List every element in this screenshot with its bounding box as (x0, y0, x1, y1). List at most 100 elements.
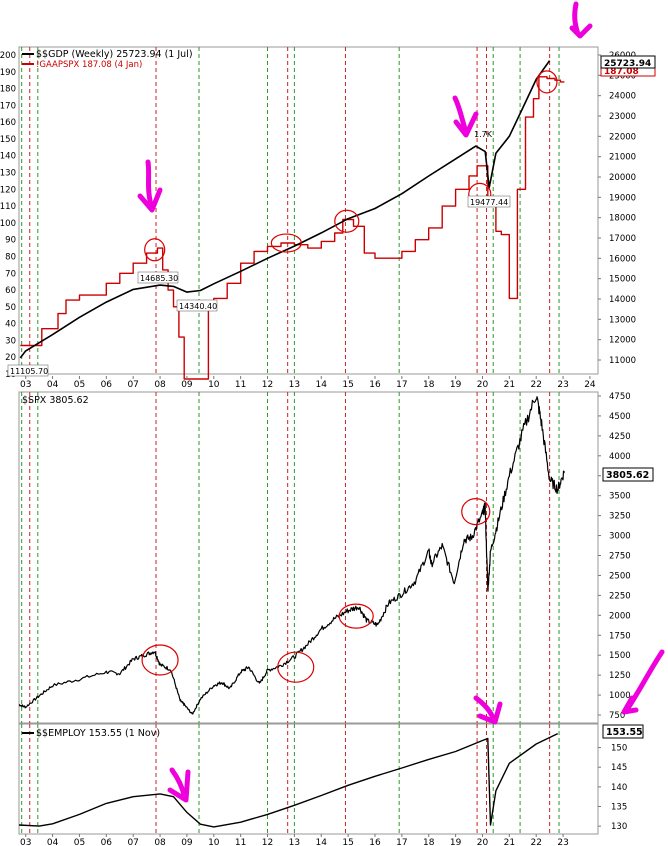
gdp-x-tick-label: 22 (530, 380, 541, 390)
highlight-circle (270, 233, 302, 253)
gdp-x-tick-label: 05 (74, 380, 85, 390)
employ-x-tick-label: 08 (154, 838, 166, 846)
employ-x-tick-label: 13 (289, 838, 300, 846)
last-value-gdp: 25723.94 (604, 59, 651, 69)
gdp-x-tick-label: 08 (154, 380, 166, 390)
last-value-eps: 187.08 (604, 67, 639, 77)
employ-x-tick-label: 03 (20, 838, 31, 846)
employ-x-tick-label: 06 (101, 838, 113, 846)
gdp-left-tick-label: 30 (5, 336, 16, 346)
hand-drawn-arrows (137, 1, 665, 803)
employ-x-tick-label: 16 (369, 838, 381, 846)
gdp-left-tick-label: 150 (0, 135, 16, 145)
magenta-arrow (452, 95, 479, 138)
employ-right-tick-label: 140 (611, 783, 627, 793)
employ-x-tick-label: 18 (423, 838, 435, 846)
gdp-x-tick-label: 10 (208, 380, 220, 390)
gdp-series-line (19, 60, 551, 359)
gdp-x-tick-label: 06 (101, 380, 113, 390)
employ-x-tick-label: 17 (396, 838, 407, 846)
gdp-right-tick-label: 11000 (609, 356, 636, 366)
gdp-x-tick-label: 14 (316, 380, 328, 390)
spx-right-tick-label: 3500 (609, 492, 631, 502)
gdp-annotations: 11105.70 14685.30 14340.40 19477.44 1.7K (7, 130, 511, 377)
gdp-left-tick-label: 80 (5, 252, 16, 262)
gdp-right-tick-label: 20000 (609, 173, 636, 183)
gdp-x-axis: 03 04 05 06 07 08 09 10 11 12 13 14 15 16 17 18 19 20 21 22… (20, 376, 596, 390)
gdp-x-tick-label: 17 (396, 380, 407, 390)
gdp-right-tick-label: 17000 (609, 234, 636, 244)
employ-x-tick-label: 14 (316, 838, 328, 846)
gdp-legend: $$GDP (Weekly) 25723.94 (1 Jul) !GAAPSPX… (22, 49, 193, 70)
gdp-left-tick-label: 120 (0, 185, 16, 195)
employ-x-axis: 03 04 05 06 07 08 09 10 11 12 13 14 15 16 17 18 19 20 21 22… (20, 834, 569, 846)
gdp-plot-frame (18, 46, 599, 375)
gdp-left-tick-label: 100 (0, 219, 16, 229)
spx-right-tick-label: 2500 (609, 571, 631, 581)
gdp-right-tick-label: 16000 (609, 254, 636, 264)
gdp-x-tick-label: 04 (47, 380, 59, 390)
gdp-x-tick-label: 07 (127, 380, 138, 390)
gdp-left-tick-label: 40 (5, 320, 16, 330)
gdp-left-tick-label: 200 (0, 51, 16, 61)
employ-x-tick-label: 23 (557, 838, 568, 846)
gdp-left-axis: 1020304050607080901001101201301401501601… (0, 51, 16, 380)
spx-right-tick-label: 2250 (609, 591, 631, 601)
spx-right-tick-label: 1250 (609, 671, 631, 681)
spx-right-tick-label: 2000 (609, 611, 631, 621)
employ-right-tick-label: 130 (611, 822, 627, 832)
gdp-last-value-tags: 187.08 25723.94 (600, 55, 656, 77)
employ-x-tick-label: 22 (530, 838, 541, 846)
magenta-arrow (473, 695, 503, 725)
gdp-x-tick-label: 16 (369, 380, 381, 390)
gdp-left-tick-label: 70 (5, 269, 16, 279)
annotation-14685: 14685.30 (140, 274, 178, 283)
employ-series-line (18, 732, 559, 828)
employ-x-tick-label: 10 (208, 838, 220, 846)
employ-right-tick-label: 150 (611, 744, 627, 754)
employ-x-tick-label: 11 (235, 838, 246, 846)
highlight-circle (141, 644, 179, 676)
annotation-17k: 1.7K (474, 130, 493, 139)
gdp-right-tick-label: 19000 (609, 193, 636, 203)
gdp-right-tick-label: 23000 (609, 112, 636, 122)
last-value-employ: 153.55 (606, 727, 643, 738)
employ-x-tick-label: 09 (181, 838, 193, 846)
employ-x-tick-label: 12 (262, 838, 273, 846)
employ-x-tick-label: 21 (504, 838, 515, 846)
annotation-11105: 11105.70 (10, 367, 48, 376)
gdp-left-tick-label: 180 (0, 85, 16, 95)
employ-plot-frame (18, 723, 599, 835)
legend-gaapspx: !GAAPSPX 187.08 (4 Jan) (36, 60, 142, 70)
spx-right-tick-label: 4000 (609, 452, 631, 462)
spx-right-tick-label: 750 (609, 711, 625, 721)
gdp-panel: 10 20 30 40 50 60 70 80 90 100 110 120 130 140 150 160 1… (0, 46, 656, 390)
highlight-circle (144, 238, 166, 262)
gdp-left-tick-label: 140 (0, 152, 16, 162)
legend-employ: $$EMPLOY 153.55 (1 Nov) (36, 728, 160, 739)
employ-right-tick-label: 145 (611, 763, 627, 773)
spx-right-tick-label: 3000 (609, 532, 631, 542)
employ-x-tick-label: 05 (74, 838, 85, 846)
highlight-circle (461, 498, 491, 526)
gdp-right-tick-label: 12000 (609, 336, 636, 346)
gdp-x-tick-label: 09 (181, 380, 193, 390)
spx-right-tick-label: 3250 (609, 512, 631, 522)
gdp-left-tick-label: 110 (0, 202, 16, 212)
annotation-14340: 14340.40 (179, 302, 217, 311)
gdp-x-tick-label: 11 (235, 380, 246, 390)
gdp-left-tick-label: 170 (0, 101, 16, 111)
highlight-circle (338, 603, 374, 629)
gdp-right-tick-label: 18000 (609, 214, 636, 224)
highlight-circle (536, 70, 558, 94)
gdp-right-tick-label: 21000 (609, 153, 636, 163)
spx-right-axis: 750 1000 1250 1500 1750 2000 2250 2500 2750 3000 3… (598, 392, 631, 721)
gdp-x-tick-label: 13 (289, 380, 300, 390)
spx-right-tick-label: 4250 (609, 432, 631, 442)
gdp-left-tick-label: 160 (0, 118, 16, 128)
gdp-left-tick-label: 190 (0, 68, 16, 78)
gdp-left-tick-label: 90 (5, 236, 16, 246)
magenta-arrow (621, 649, 665, 715)
gdp-x-tick-label: 03 (20, 380, 31, 390)
